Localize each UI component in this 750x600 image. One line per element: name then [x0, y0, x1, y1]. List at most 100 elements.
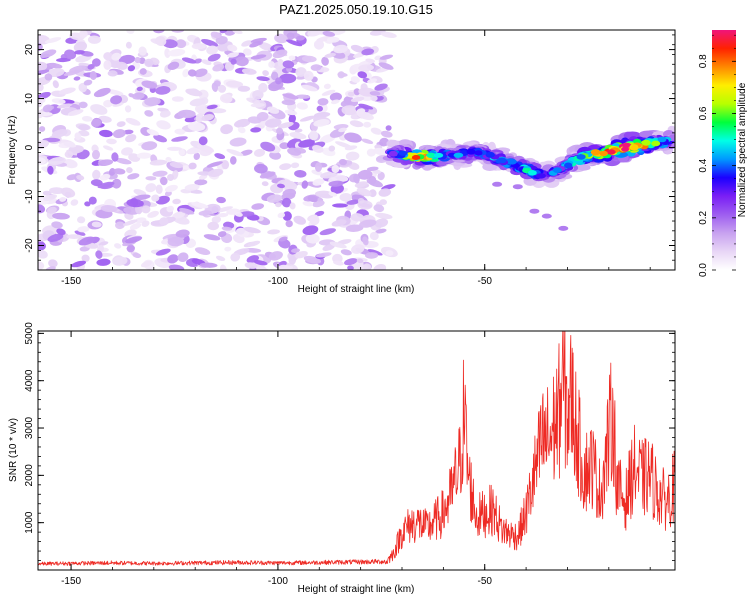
noise-blob [126, 244, 135, 253]
snr-x-ticks: -150 -100 -50 [61, 331, 651, 587]
noise-blob [322, 244, 335, 251]
noise-blob [42, 190, 52, 196]
noise-blob [199, 262, 218, 268]
noise-blob [97, 159, 114, 167]
signal-blob [590, 149, 601, 156]
noise-blob [126, 167, 133, 174]
noise-blob [99, 129, 113, 138]
noise-blob [93, 87, 111, 98]
noise-blob [258, 82, 268, 93]
noise-blob [178, 149, 186, 156]
noise-blob [350, 76, 361, 83]
noise-blob [42, 104, 53, 113]
noise-blob [269, 151, 282, 160]
signal-blob [641, 139, 651, 146]
signal-blob [558, 225, 569, 231]
noise-blob [198, 210, 212, 216]
noise-blob [385, 125, 392, 131]
noise-blob [191, 43, 207, 50]
noise-blob [175, 39, 187, 49]
spectrogram-frame [37, 29, 676, 271]
noise-blob [164, 184, 178, 193]
noise-blob [63, 142, 77, 148]
noise-blob [100, 205, 118, 213]
noise-blob [290, 162, 300, 169]
noise-blob [207, 221, 219, 231]
noise-blob [159, 217, 169, 226]
noise-blob [198, 174, 208, 180]
noise-blob [379, 137, 389, 147]
noise-blob [357, 169, 373, 180]
noise-blob [303, 70, 314, 81]
signal-blob [576, 154, 586, 160]
snr-panel: -150 -100 -50 1000 2000 3000 4000 5000 Height … [8, 322, 676, 595]
signal-blob [497, 157, 507, 164]
noise-blob [332, 203, 348, 208]
noise-blob [226, 148, 244, 157]
noise-blob [87, 35, 101, 44]
noise-blob [201, 39, 219, 47]
noise-blob [301, 84, 318, 92]
noise-blob [78, 124, 90, 131]
noise-blob [115, 61, 128, 70]
snr-series-line [38, 331, 675, 566]
x-tick-label: -150 [61, 276, 81, 287]
noise-blob [276, 127, 284, 135]
noise-blob [217, 212, 229, 218]
noise-blob [73, 41, 88, 52]
noise-blob [128, 93, 135, 98]
noise-blob [316, 105, 323, 112]
noise-blob [78, 101, 88, 109]
noise-blob [103, 52, 114, 61]
noise-blob [249, 41, 262, 48]
noise-blob [206, 45, 218, 55]
noise-blob [288, 114, 296, 124]
noise-blob [262, 70, 269, 77]
noise-blob [246, 97, 260, 104]
noise-blob [63, 159, 78, 169]
signal-blob [512, 184, 523, 190]
noise-blob [139, 68, 147, 75]
noise-blob [174, 128, 186, 135]
noise-blob [385, 250, 394, 256]
noise-blob [132, 252, 142, 258]
noise-blob [48, 156, 66, 166]
noise-blob [295, 94, 310, 99]
noise-blob [132, 92, 145, 100]
noise-blob [74, 50, 85, 55]
noise-blob [38, 250, 48, 259]
noise-blob [227, 52, 239, 58]
noise-blob [167, 48, 186, 57]
y-tick-label: 20 [24, 44, 35, 56]
spectrogram-y-axis-label: Frequency (Hz) [7, 116, 18, 185]
noise-blob [189, 98, 206, 107]
noise-blob [350, 213, 364, 222]
noise-blob [88, 196, 97, 205]
noise-blob [87, 64, 95, 70]
noise-blob [44, 73, 53, 81]
signal-blob [529, 208, 540, 214]
noise-blob [279, 142, 290, 150]
noise-blob [313, 119, 330, 127]
noise-blob [91, 149, 101, 160]
noise-blob [243, 48, 252, 56]
noise-blob [331, 219, 347, 227]
x-tick-label: -100 [268, 276, 288, 287]
noise-blob [151, 194, 160, 202]
noise-blob [78, 130, 90, 137]
noise-blob [66, 174, 78, 181]
noise-blob [282, 211, 292, 221]
noise-blob [111, 152, 119, 162]
noise-blob [256, 111, 269, 122]
noise-blob [301, 180, 309, 189]
y-tick-label: 10 [24, 93, 35, 105]
snr-plot-area [38, 331, 675, 570]
noise-blob [39, 126, 46, 132]
noise-blob [345, 224, 364, 232]
noise-blob [277, 183, 285, 189]
noise-blob [309, 130, 319, 141]
noise-blob [195, 113, 204, 123]
noise-blob [63, 70, 81, 76]
spectrogram-x-ticks: -150 -100 -50 [61, 30, 651, 287]
